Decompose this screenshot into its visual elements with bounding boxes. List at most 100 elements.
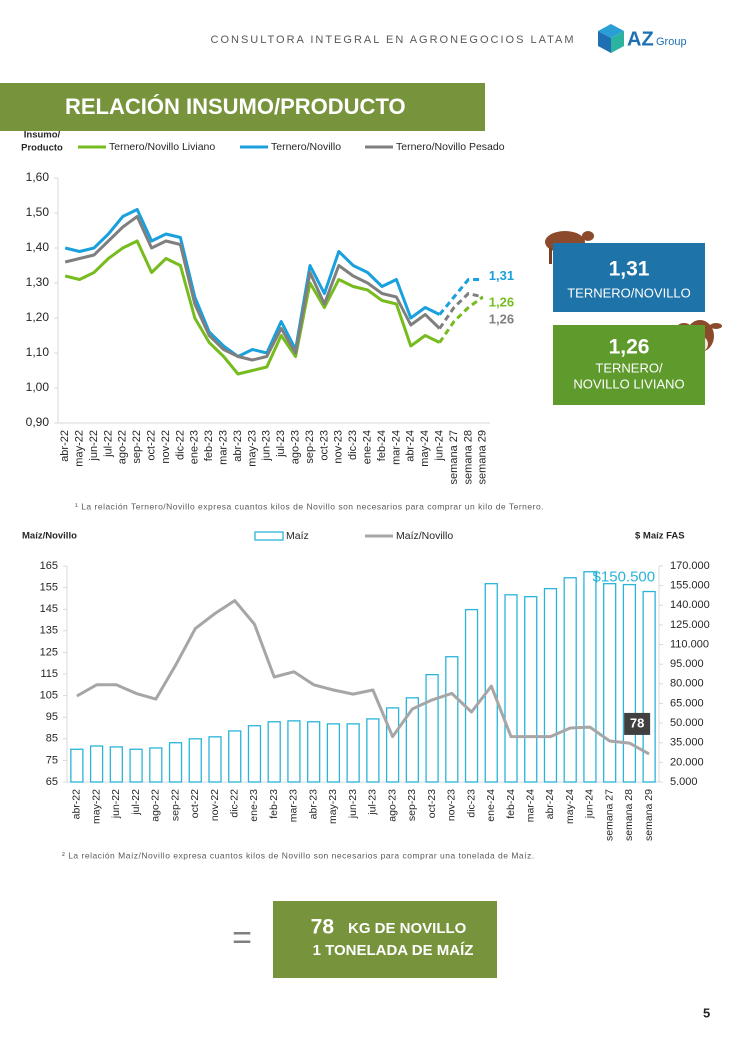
callout-box [553, 325, 705, 405]
line-series [64, 208, 441, 358]
bar [208, 736, 222, 783]
bar [287, 720, 301, 783]
footnote: ¹ La relación Ternero/Novillo expresa cu… [75, 501, 544, 511]
callout-label: TERNERO/NOVILLO [567, 285, 691, 300]
bar [583, 571, 597, 783]
x-tick-label: jul-22 [130, 789, 142, 816]
y-tick-label: 165 [40, 560, 58, 572]
y-tick-label: 5.000 [670, 776, 698, 788]
x-tick-label: may-24 [564, 789, 576, 824]
y-tick-label: 65 [46, 776, 58, 788]
x-tick-label: oct-23 [426, 789, 438, 818]
section-title: RELACIÓN INSUMO/PRODUCTO [65, 94, 406, 119]
x-tick-label: jul-22 [102, 430, 114, 458]
x-tick-label: abr-24 [544, 789, 556, 820]
x-tick-label: dic-23 [347, 430, 359, 460]
x-tick-label: ene-24 [362, 430, 374, 464]
line-value-label: 78 [630, 715, 644, 730]
bar [464, 608, 479, 783]
bar [504, 594, 518, 783]
bar [445, 656, 459, 783]
x-tick-label: ene-24 [485, 789, 497, 822]
logo-subtext: Group [656, 36, 687, 48]
x-tick-label: semana 28 [462, 430, 474, 484]
y-tick-label: 20.000 [670, 756, 704, 768]
x-tick-label: abr-24 [405, 430, 417, 462]
x-tick-label: mar-24 [390, 430, 402, 465]
page-number: 5 [703, 1005, 710, 1020]
line-end-label: 1,26 [489, 294, 514, 309]
x-tick-label: jun-23 [261, 430, 273, 462]
y-tick-label: 140.000 [670, 599, 710, 611]
bar [168, 742, 183, 783]
bar [267, 721, 281, 783]
y-tick-label: 75 [46, 754, 58, 766]
x-tick-label: dic-22 [229, 789, 241, 818]
legend-label: Ternero/Novillo Liviano [109, 141, 215, 153]
y-tick-label: 115 [40, 668, 58, 680]
bar [346, 723, 360, 783]
x-tick-label: nov-22 [209, 789, 221, 821]
callout-value: 1,31 [609, 258, 650, 281]
x-tick-label: feb-24 [505, 789, 517, 819]
x-tick-label: ene-23 [248, 789, 260, 822]
y-tick-label: 1,00 [26, 380, 50, 394]
tagline: CONSULTORA INTEGRAL EN AGRONEGOCIOS LATA… [211, 34, 576, 46]
y-axis-title: Maíz/Novillo [22, 531, 77, 542]
y-tick-label: 155.000 [670, 580, 710, 592]
x-tick-label: semana 27 [603, 789, 615, 841]
bar [622, 583, 637, 783]
bar [543, 587, 558, 783]
x-tick-label: semana 29 [643, 789, 655, 841]
bar [563, 577, 577, 783]
y-tick-label: 125 [40, 646, 58, 658]
y-tick-label: 105 [40, 690, 58, 702]
bar-value-label: $150.500 [593, 568, 656, 585]
y-tick-label: 135 [40, 625, 58, 637]
x-tick-label: nov-23 [333, 430, 345, 464]
legend-label: Maíz/Novillo [396, 530, 453, 542]
y-tick-label: 35.000 [670, 737, 704, 749]
x-tick-label: ago-23 [386, 789, 398, 822]
x-tick-label: abr-22 [71, 789, 83, 820]
bar [405, 697, 419, 783]
x-tick-label: oct-22 [189, 789, 201, 818]
y-axis-title: Insumo/ [24, 130, 61, 141]
bar [188, 738, 202, 783]
x-tick-label: feb-23 [268, 789, 280, 819]
x-tick-label: may-22 [90, 789, 102, 824]
callout-value: 1,26 [609, 336, 650, 359]
line-series [76, 599, 650, 756]
bar [247, 725, 262, 783]
x-tick-label: semana 29 [477, 430, 489, 484]
line-series [438, 292, 484, 330]
logo-text: AZ [627, 28, 654, 50]
x-tick-label: sep-22 [169, 789, 181, 821]
summary-value: 78 [311, 916, 335, 939]
y-tick-label: 125.000 [670, 619, 710, 631]
line-series [64, 215, 441, 362]
line-series [438, 278, 483, 316]
x-tick-label: semana 27 [448, 430, 460, 484]
y-tick-label: 0,90 [26, 415, 50, 429]
x-tick-label: jun-22 [88, 430, 100, 462]
x-tick-label: oct-22 [146, 430, 158, 461]
x-tick-label: ago-23 [290, 430, 302, 464]
y-tick-label: 95.000 [670, 658, 704, 670]
x-tick-label: sep-22 [131, 430, 143, 464]
x-tick-label: mar-24 [525, 789, 537, 822]
y-tick-label: 1,10 [26, 345, 50, 359]
y-tick-label: 170.000 [670, 560, 710, 572]
legend-label: Ternero/Novillo [271, 141, 341, 153]
callout-box [553, 243, 705, 312]
y-tick-label: 155 [40, 582, 58, 594]
x-tick-label: feb-24 [376, 430, 388, 461]
legend-label: Maíz [286, 530, 309, 542]
x-tick-label: dic-22 [174, 430, 186, 460]
x-tick-label: sep-23 [304, 430, 316, 464]
x-tick-label: nov-22 [160, 430, 172, 464]
bar [109, 746, 123, 783]
y-tick-label: 85 [46, 733, 58, 745]
line-series [438, 295, 484, 344]
callout-label: TERNERO/ [595, 360, 663, 375]
